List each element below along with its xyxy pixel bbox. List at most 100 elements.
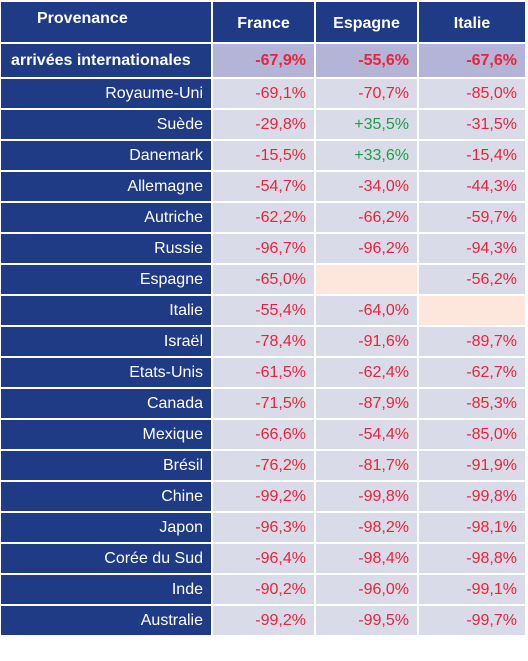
value-cell-italie: -44,3% (419, 172, 525, 201)
table-row: Canada -71,5% -87,9% -85,3% (1, 389, 525, 418)
value-cell-france: -96,7% (213, 234, 314, 263)
table-row: Royaume-Uni -69,1% -70,7% -85,0% (1, 79, 525, 108)
value-cell-france: -29,8% (213, 110, 314, 139)
value-cell-italie: -99,7% (419, 606, 525, 635)
value-cell-italie: -31,5% (419, 110, 525, 139)
value-cell-france: -71,5% (213, 389, 314, 418)
country-header-espagne: Espagne (316, 2, 417, 42)
row-label: Autriche (1, 203, 211, 232)
value-cell-italie: -98,8% (419, 544, 525, 573)
total-value-france: -67,9% (213, 44, 314, 77)
total-row: arrivées internationales -67,9% -55,6% -… (1, 44, 525, 77)
table-row: Italie -55,4% -64,0% (1, 296, 525, 325)
table-row: Suède -29,8% +35,5% -31,5% (1, 110, 525, 139)
value-cell-france: -99,2% (213, 606, 314, 635)
value-cell-espagne: -98,2% (316, 513, 417, 542)
value-cell-france: -96,4% (213, 544, 314, 573)
table-row: Danemark -15,5% +33,6% -15,4% (1, 141, 525, 170)
table-row: Allemagne -54,7% -34,0% -44,3% (1, 172, 525, 201)
table-row: Etats-Unis -61,5% -62,4% -62,7% (1, 358, 525, 387)
value-cell-espagne: -66,2% (316, 203, 417, 232)
value-cell-espagne: -81,7% (316, 451, 417, 480)
total-label: arrivées internationales (1, 44, 211, 77)
table-row: Russie -96,7% -96,2% -94,3% (1, 234, 525, 263)
table-row: Brésil -76,2% -81,7% -91,9% (1, 451, 525, 480)
row-label: Danemark (1, 141, 211, 170)
row-label: Etats-Unis (1, 358, 211, 387)
value-cell-espagne: -98,4% (316, 544, 417, 573)
value-cell-france: -55,4% (213, 296, 314, 325)
value-cell-italie: -91,9% (419, 451, 525, 480)
value-cell-france: -90,2% (213, 575, 314, 604)
row-label: Japon (1, 513, 211, 542)
total-value-italie: -67,6% (419, 44, 525, 77)
row-label: Russie (1, 234, 211, 263)
value-cell-france: -96,3% (213, 513, 314, 542)
value-cell-france: -99,2% (213, 482, 314, 511)
value-cell-espagne: -34,0% (316, 172, 417, 201)
value-cell-italie: -85,0% (419, 420, 525, 449)
table-row: Mexique -66,6% -54,4% -85,0% (1, 420, 525, 449)
table-row: Espagne -65,0% -56,2% (1, 265, 525, 294)
value-cell-italie: -94,3% (419, 234, 525, 263)
table-row: Australie -99,2% -99,5% -99,7% (1, 606, 525, 635)
value-cell-espagne: -96,0% (316, 575, 417, 604)
row-label: Australie (1, 606, 211, 635)
value-cell-italie: -98,1% (419, 513, 525, 542)
value-cell-italie: -62,7% (419, 358, 525, 387)
table-row: Inde -90,2% -96,0% -99,1% (1, 575, 525, 604)
row-label: Royaume-Uni (1, 79, 211, 108)
value-cell-espagne: -54,4% (316, 420, 417, 449)
value-cell-italie: -99,8% (419, 482, 525, 511)
value-cell-espagne: -91,6% (316, 327, 417, 356)
country-header-italie: Italie (419, 2, 525, 42)
value-cell-espagne: -62,4% (316, 358, 417, 387)
value-cell-france: -15,5% (213, 141, 314, 170)
arrivals-table: Provenance France Espagne Italie arrivée… (1, 2, 525, 635)
value-cell-france: -76,2% (213, 451, 314, 480)
value-cell-italie (419, 296, 525, 325)
table-row: Corée du Sud -96,4% -98,4% -98,8% (1, 544, 525, 573)
value-cell-espagne: +35,5% (316, 110, 417, 139)
value-cell-italie: -56,2% (419, 265, 525, 294)
value-cell-espagne: -96,2% (316, 234, 417, 263)
row-label: Brésil (1, 451, 211, 480)
table-row: Israël -78,4% -91,6% -89,7% (1, 327, 525, 356)
row-label: Italie (1, 296, 211, 325)
row-label: Allemagne (1, 172, 211, 201)
row-label: Israël (1, 327, 211, 356)
value-cell-espagne: +33,6% (316, 141, 417, 170)
value-cell-france: -65,0% (213, 265, 314, 294)
row-label: Canada (1, 389, 211, 418)
value-cell-italie: -85,0% (419, 79, 525, 108)
value-cell-france: -62,2% (213, 203, 314, 232)
table-row: Chine -99,2% -99,8% -99,8% (1, 482, 525, 511)
row-label: Espagne (1, 265, 211, 294)
value-cell-espagne: -70,7% (316, 79, 417, 108)
row-label: Mexique (1, 420, 211, 449)
table-row: Autriche -62,2% -66,2% -59,7% (1, 203, 525, 232)
country-header-france: France (213, 2, 314, 42)
value-cell-italie: -15,4% (419, 141, 525, 170)
row-label: Suède (1, 110, 211, 139)
header-row: Provenance France Espagne Italie (1, 2, 525, 42)
value-cell-france: -78,4% (213, 327, 314, 356)
table-row: Japon -96,3% -98,2% -98,1% (1, 513, 525, 542)
row-label: Corée du Sud (1, 544, 211, 573)
value-cell-espagne (316, 265, 417, 294)
value-cell-france: -69,1% (213, 79, 314, 108)
value-cell-espagne: -99,8% (316, 482, 417, 511)
value-cell-espagne: -87,9% (316, 389, 417, 418)
value-cell-france: -61,5% (213, 358, 314, 387)
value-cell-italie: -85,3% (419, 389, 525, 418)
total-value-espagne: -55,6% (316, 44, 417, 77)
value-cell-italie: -99,1% (419, 575, 525, 604)
value-cell-france: -66,6% (213, 420, 314, 449)
value-cell-italie: -89,7% (419, 327, 525, 356)
value-cell-france: -54,7% (213, 172, 314, 201)
row-label: Chine (1, 482, 211, 511)
value-cell-espagne: -99,5% (316, 606, 417, 635)
row-label: Inde (1, 575, 211, 604)
value-cell-espagne: -64,0% (316, 296, 417, 325)
value-cell-italie: -59,7% (419, 203, 525, 232)
